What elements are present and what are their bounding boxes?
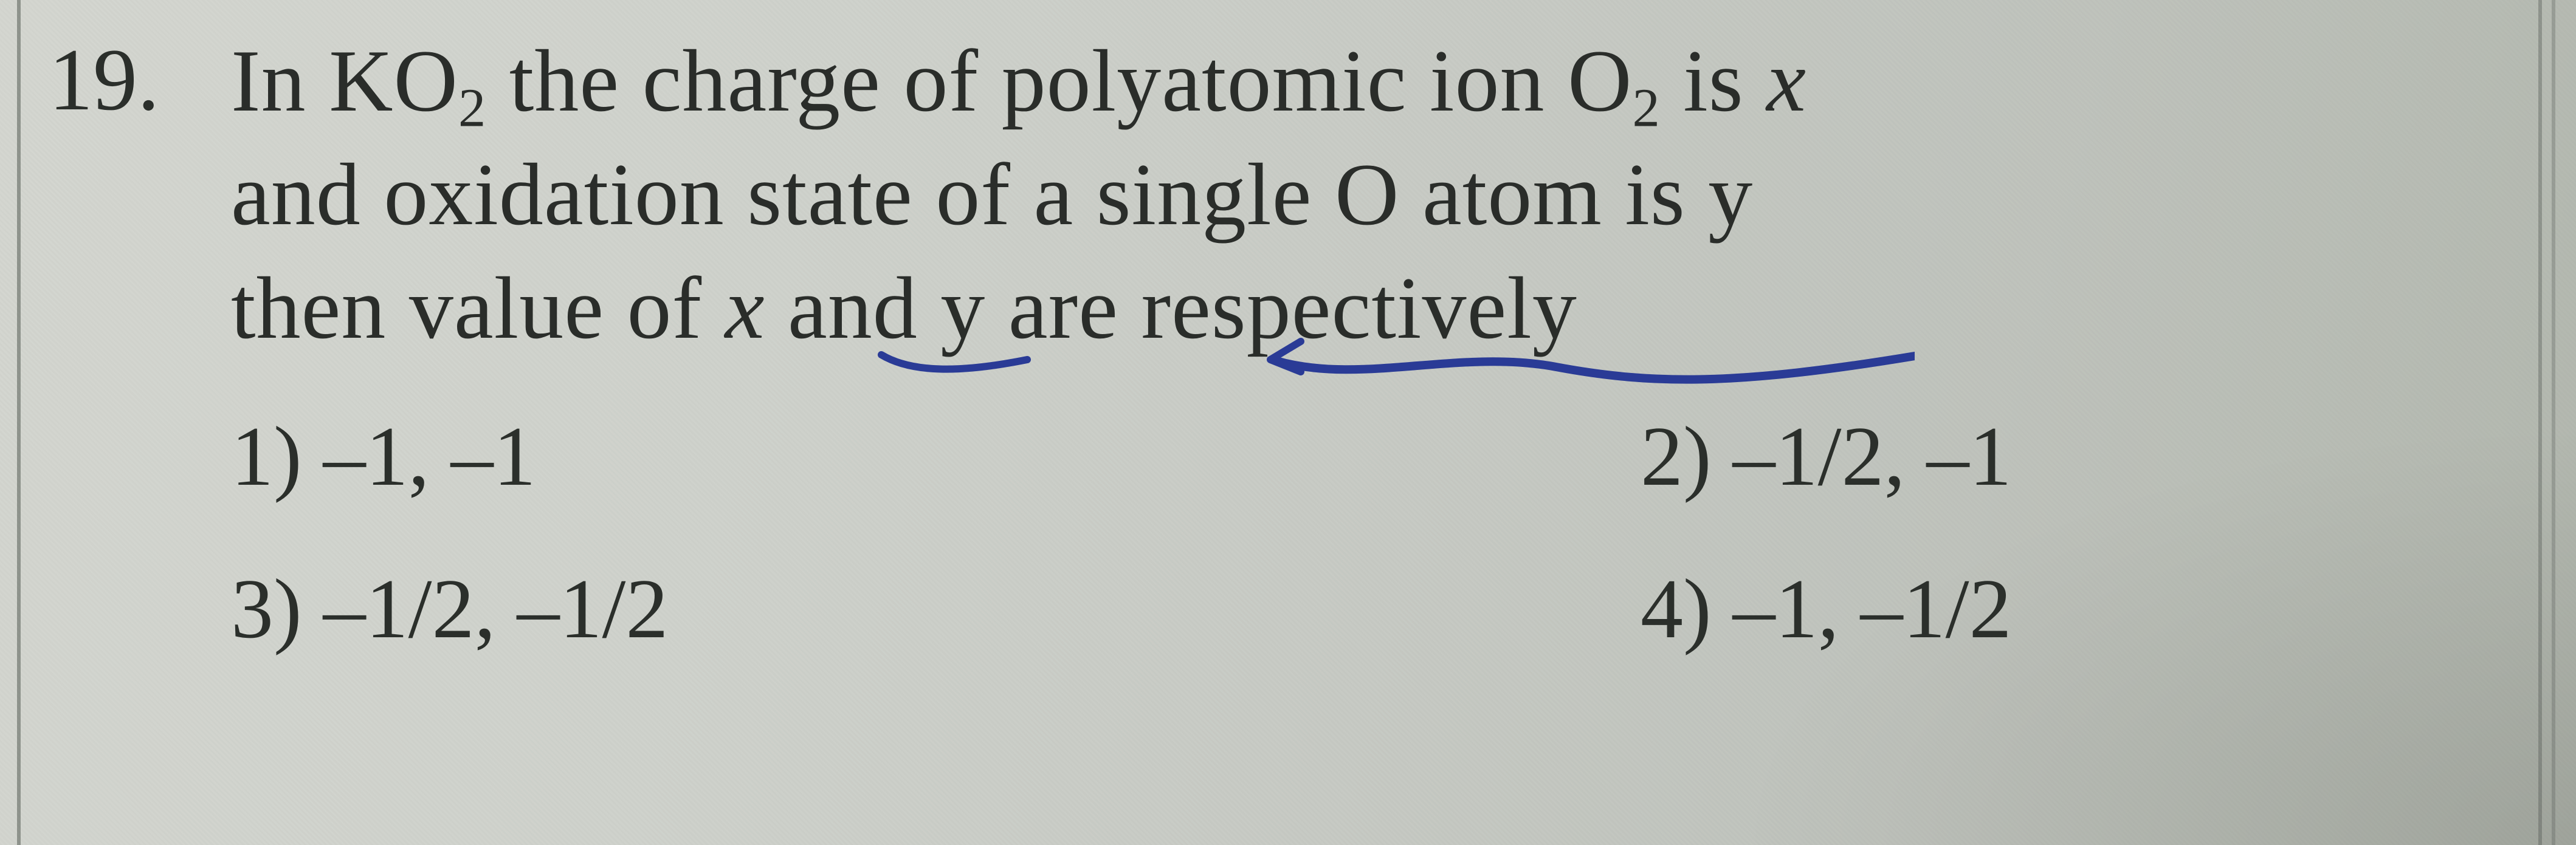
subscript-2b: 2 <box>1633 77 1661 138</box>
option-2-text: –1/2, –1 <box>1712 409 2012 504</box>
stem-l1-x: x <box>1766 32 1806 130</box>
subscript-2a: 2 <box>458 77 486 138</box>
option-4: 4) –1, –1/2 <box>1641 560 2503 658</box>
stem-l3-x: x <box>725 259 765 357</box>
stem-l3-under: respectively <box>1142 259 1577 357</box>
question-row: 19. In KO2 the charge of polyatomic ion … <box>49 24 2503 365</box>
option-3-text: –1/2, –1/2 <box>302 562 669 656</box>
option-3-label: 3) <box>231 562 302 656</box>
option-1: 1) –1, –1 <box>231 408 1093 505</box>
option-1-text: –1, –1 <box>302 409 536 504</box>
page: 19. In KO2 the charge of polyatomic ion … <box>0 0 2576 845</box>
option-1-label: 1) <box>231 409 302 504</box>
question-number: 19. <box>49 24 207 135</box>
option-2: 2) –1/2, –1 <box>1641 408 2503 505</box>
stem-l3-pre: then value of <box>231 259 725 357</box>
stem-l1-pre: In KO <box>231 32 458 130</box>
option-4-label: 4) <box>1641 562 1712 656</box>
stem-line1: In KO2 the charge of polyatomic ion O2 i… <box>231 32 1806 130</box>
option-4-text: –1, –1/2 <box>1712 562 2012 656</box>
stem-line3: then value of x and y are respectively <box>231 251 1577 365</box>
option-2-label: 2) <box>1641 409 1712 504</box>
stem-line2: and oxidation state of a single O atom i… <box>231 145 1753 244</box>
stem-l1-post: is <box>1661 32 1766 130</box>
options-grid: 1) –1, –1 2) –1/2, –1 3) –1/2, –1/2 4) –… <box>231 408 2503 658</box>
stem-l3-mid: and y are <box>765 259 1141 357</box>
stem-l1-mid: the charge of polyatomic ion O <box>486 32 1632 130</box>
question-stem: In KO2 the charge of polyatomic ion O2 i… <box>231 24 1806 365</box>
option-3: 3) –1/2, –1/2 <box>231 560 1093 658</box>
